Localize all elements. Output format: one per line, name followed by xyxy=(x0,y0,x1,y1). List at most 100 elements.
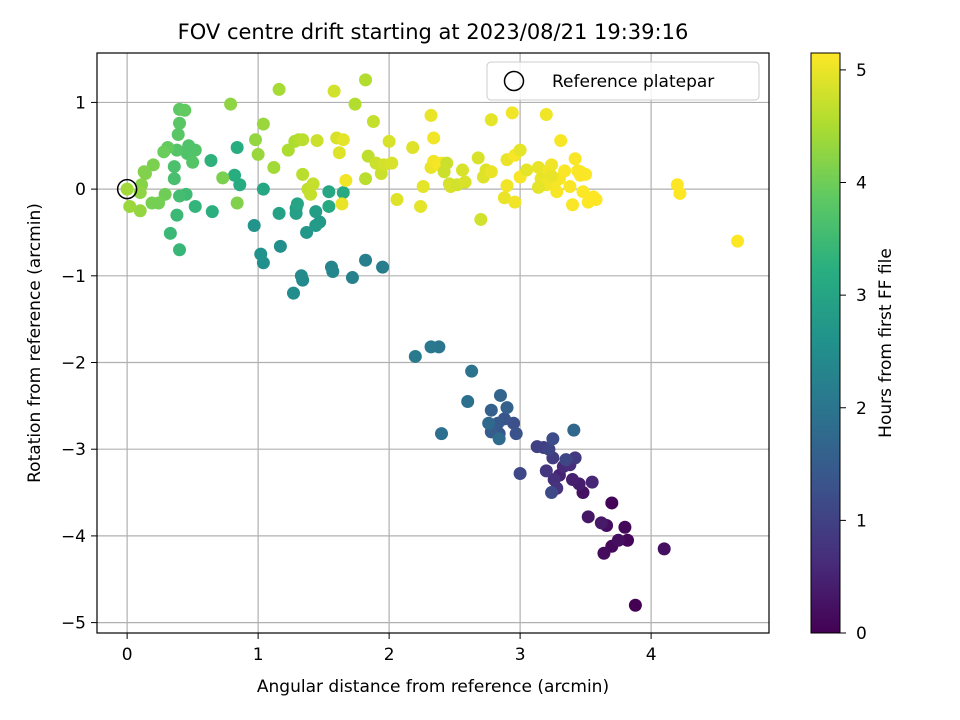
data-point xyxy=(366,114,380,128)
plot-area-frame xyxy=(96,52,770,634)
data-point xyxy=(348,97,362,111)
data-point xyxy=(531,180,545,194)
data-point xyxy=(657,542,671,556)
data-point xyxy=(309,219,323,233)
data-point xyxy=(545,486,559,500)
colorbar-tick-label: 3 xyxy=(856,286,867,306)
data-point xyxy=(359,73,373,87)
data-point xyxy=(345,271,359,285)
data-point xyxy=(545,169,559,183)
data-point xyxy=(296,133,310,147)
legend-entry-reference: Reference platepar xyxy=(552,72,714,92)
data-point xyxy=(336,133,350,147)
data-point xyxy=(563,180,577,194)
data-point xyxy=(568,152,582,166)
data-point xyxy=(306,177,320,191)
legend: Reference platepar xyxy=(486,61,760,101)
data-point xyxy=(332,146,346,160)
data-point xyxy=(290,197,304,211)
data-point xyxy=(390,193,404,207)
data-point xyxy=(256,182,270,196)
data-point xyxy=(594,516,608,530)
data-point xyxy=(611,533,625,547)
data-point xyxy=(484,165,498,179)
data-point xyxy=(133,204,147,218)
data-point xyxy=(123,199,137,213)
data-point xyxy=(249,133,263,147)
data-point xyxy=(497,191,511,205)
data-point xyxy=(359,253,373,267)
colorbar-tick-label: 4 xyxy=(856,174,867,194)
x-tick-label: 1 xyxy=(253,645,264,665)
data-point xyxy=(272,82,286,96)
data-point xyxy=(566,198,580,212)
y-tick-label: −2 xyxy=(61,354,86,374)
data-point xyxy=(233,178,247,192)
data-point xyxy=(186,155,200,169)
data-point xyxy=(435,427,449,441)
data-point xyxy=(163,226,177,240)
colorbar-ticks: 0 1 2 3 4 5 xyxy=(840,61,867,644)
axis-ticks: 0 1 2 3 4 1 0 −1 −2 −3 −4 −5 xyxy=(61,93,657,665)
data-point xyxy=(484,403,498,417)
data-point xyxy=(120,182,134,196)
data-point xyxy=(304,187,318,201)
data-point xyxy=(310,134,324,148)
data-point xyxy=(618,520,632,534)
data-point xyxy=(336,186,350,200)
data-point xyxy=(554,134,568,148)
y-axis-label: Rotation from reference (arcmin) xyxy=(25,203,45,483)
legend-box xyxy=(486,61,760,101)
data-point xyxy=(542,442,556,456)
data-point xyxy=(272,206,286,220)
data-point xyxy=(137,165,151,179)
data-point xyxy=(605,496,619,510)
data-point xyxy=(628,598,642,612)
data-point xyxy=(182,139,196,153)
data-point xyxy=(505,106,519,120)
data-point xyxy=(558,164,572,178)
data-point xyxy=(545,158,559,172)
data-point xyxy=(256,117,270,131)
x-tick-label: 0 xyxy=(122,645,133,665)
colorbar-tick-label: 5 xyxy=(856,61,867,81)
y-tick-label: −5 xyxy=(61,614,86,634)
data-point xyxy=(731,234,745,248)
data-point xyxy=(567,423,581,437)
data-point xyxy=(482,416,496,430)
data-point xyxy=(335,197,349,211)
colorbar-tick-label: 2 xyxy=(856,399,867,419)
data-point xyxy=(251,147,265,161)
data-point xyxy=(267,160,281,174)
data-point xyxy=(493,388,507,402)
data-point xyxy=(581,510,595,524)
data-point xyxy=(359,172,373,186)
y-tick-label: −4 xyxy=(61,527,86,547)
data-point xyxy=(254,247,268,261)
colorbar: 0 1 2 3 4 5 Hours from first FF file xyxy=(810,52,896,644)
data-point xyxy=(500,401,514,415)
data-point xyxy=(585,475,599,489)
x-axis-label: Angular distance from reference (arcmin) xyxy=(257,677,609,697)
data-point xyxy=(406,140,420,154)
data-point xyxy=(224,97,238,111)
data-point xyxy=(414,199,428,213)
data-point xyxy=(424,108,438,122)
data-point xyxy=(146,158,160,172)
data-point xyxy=(173,243,187,257)
data-point xyxy=(167,172,181,186)
data-point xyxy=(513,143,527,157)
data-point xyxy=(465,364,479,378)
data-point xyxy=(597,546,611,560)
points-layer xyxy=(116,73,745,612)
data-point xyxy=(471,151,485,165)
data-point xyxy=(566,473,580,487)
data-point xyxy=(326,264,340,278)
data-point xyxy=(573,165,587,179)
data-point xyxy=(376,260,390,274)
data-point xyxy=(416,180,430,194)
data-point xyxy=(589,193,603,207)
data-point xyxy=(530,440,544,454)
data-point xyxy=(531,160,545,174)
data-point xyxy=(167,160,181,174)
